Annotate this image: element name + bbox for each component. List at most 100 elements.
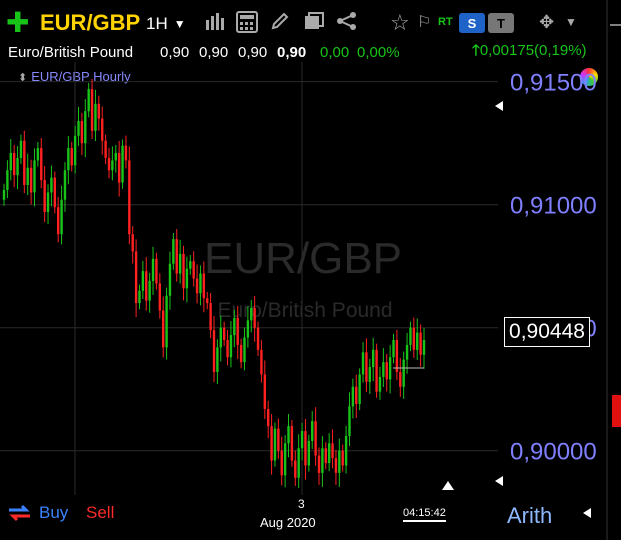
candle-body bbox=[412, 327, 416, 350]
candle-body bbox=[40, 148, 43, 181]
candle-body bbox=[161, 310, 165, 348]
candle-body bbox=[84, 111, 87, 144]
candle-body bbox=[43, 180, 46, 213]
move-icon[interactable]: ✥ bbox=[539, 12, 555, 32]
candle-body bbox=[117, 153, 121, 183]
candle-body bbox=[365, 352, 368, 382]
net-change-value: 0,00175(0,19%) bbox=[479, 41, 587, 59]
candle-body bbox=[382, 362, 385, 377]
candle-body bbox=[399, 371, 402, 387]
flag-icon[interactable]: ⚐ bbox=[417, 14, 432, 31]
add-symbol-icon[interactable]: ✚ bbox=[6, 7, 30, 38]
candle-body bbox=[209, 303, 212, 331]
candle-body bbox=[60, 199, 63, 235]
chart-toolbar: ✚ EUR/GBP 1H ▼ ☆ ⚐ RT S T ✥ ▼ bbox=[0, 0, 621, 42]
candle-body bbox=[351, 386, 355, 407]
candle-body bbox=[148, 280, 151, 301]
timeframe-selector[interactable]: 1H ▼ bbox=[146, 14, 186, 34]
symbol-selector[interactable]: EUR/GBP bbox=[40, 10, 141, 35]
candle-body bbox=[77, 121, 80, 136]
candle-body bbox=[273, 428, 277, 461]
candle-body bbox=[304, 431, 307, 466]
right-panel-red-bar bbox=[612, 395, 621, 427]
color-palette-icon[interactable] bbox=[580, 68, 598, 86]
t-button[interactable]: T bbox=[488, 13, 514, 33]
realtime-label[interactable]: RT bbox=[438, 16, 453, 28]
candle-body bbox=[182, 253, 185, 289]
net-change: 🡑0,00175(0,19%) bbox=[472, 40, 587, 65]
calculator-icon[interactable] bbox=[236, 11, 258, 33]
star-icon[interactable]: ☆ bbox=[390, 10, 410, 35]
candle-body bbox=[260, 349, 263, 375]
panel-arrow-icon[interactable] bbox=[583, 508, 591, 518]
templates-icon[interactable] bbox=[303, 11, 325, 31]
sell-button[interactable]: Sell bbox=[86, 503, 115, 522]
candle-body bbox=[317, 455, 321, 473]
candle-body bbox=[358, 374, 361, 404]
candle-body bbox=[114, 153, 117, 161]
candle-body bbox=[104, 140, 107, 158]
candle-body bbox=[131, 234, 134, 252]
candles bbox=[2, 78, 426, 488]
candle-body bbox=[97, 103, 101, 119]
candle-body bbox=[138, 290, 141, 304]
buy-button[interactable]: Buy bbox=[39, 503, 69, 522]
candle-body bbox=[338, 450, 341, 473]
candle-body bbox=[155, 258, 158, 284]
chart-title[interactable]: ⬍ EUR/GBP Hourly bbox=[18, 69, 131, 84]
candle-body bbox=[134, 251, 138, 304]
candle-body bbox=[101, 118, 104, 141]
candle-body bbox=[12, 153, 16, 176]
instrument-name: Euro/British Pound bbox=[8, 43, 134, 61]
candle-body bbox=[6, 170, 9, 190]
candle-body bbox=[378, 376, 382, 392]
candle-body bbox=[9, 153, 12, 171]
candle-body bbox=[355, 386, 358, 404]
bar-chart-icon[interactable] bbox=[204, 11, 226, 31]
candle-body bbox=[263, 374, 267, 409]
candle-body bbox=[33, 160, 36, 193]
candle-body bbox=[63, 170, 67, 200]
scroll-to-end-icon[interactable] bbox=[442, 481, 454, 490]
candle-body bbox=[151, 258, 155, 281]
open-value: 0,90 bbox=[160, 43, 190, 61]
pencil-icon[interactable] bbox=[270, 11, 290, 31]
candle-body bbox=[145, 271, 148, 301]
candle-body bbox=[29, 167, 33, 193]
candle-body bbox=[294, 460, 297, 478]
candle-body bbox=[392, 340, 395, 358]
change-abs: 0,00 bbox=[320, 43, 350, 61]
candle-body bbox=[277, 428, 280, 451]
candle-body bbox=[222, 327, 226, 341]
candle-body bbox=[107, 157, 111, 171]
up-arrow-icon: 🡑 bbox=[472, 41, 480, 59]
candle-body bbox=[419, 332, 422, 355]
candle-body bbox=[216, 347, 219, 372]
watermark-symbol: EUR/GBP bbox=[204, 234, 402, 283]
candle-body bbox=[422, 340, 426, 355]
menu-caret-icon[interactable]: ▼ bbox=[565, 15, 577, 29]
scale-mode-button[interactable]: Arith bbox=[507, 503, 553, 528]
candle-body bbox=[402, 359, 405, 387]
low-value: 0,90 bbox=[238, 43, 268, 61]
share-icon[interactable] bbox=[336, 11, 358, 31]
scroll-up-arrow-icon[interactable] bbox=[495, 101, 503, 111]
candle-body bbox=[290, 426, 294, 461]
s-button[interactable]: S bbox=[459, 13, 485, 33]
candle-body bbox=[236, 317, 239, 345]
candle-body bbox=[111, 160, 114, 171]
candle-body bbox=[199, 273, 202, 294]
timeframe-label: 1H bbox=[146, 14, 168, 33]
candle-body bbox=[311, 421, 314, 441]
candle-body bbox=[124, 145, 128, 161]
candle-body bbox=[280, 450, 283, 476]
buy-sell-swap-icon[interactable] bbox=[6, 502, 34, 529]
candle-body bbox=[314, 421, 317, 456]
candle-body bbox=[375, 349, 378, 392]
candle-body bbox=[307, 440, 311, 466]
chart-title-label: EUR/GBP Hourly bbox=[31, 69, 131, 84]
scroll-down-arrow-icon[interactable] bbox=[495, 476, 503, 486]
y-tick-label: 0,91000 bbox=[510, 193, 597, 220]
